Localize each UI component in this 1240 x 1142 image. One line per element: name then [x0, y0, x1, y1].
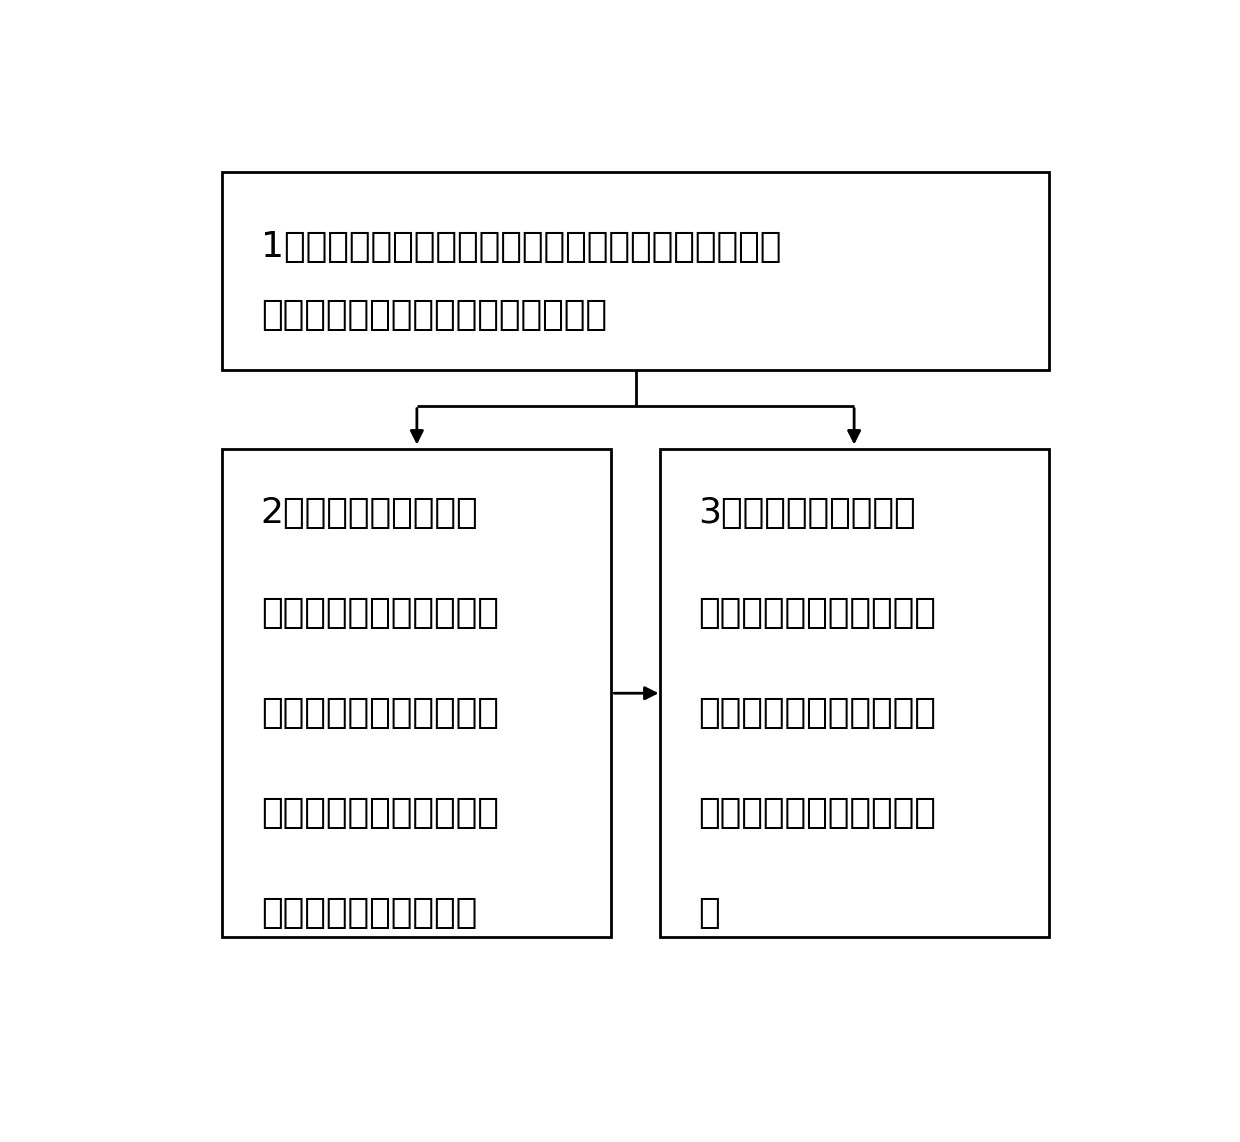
Text: 2）以网损最小为目标: 2）以网损最小为目标 [260, 496, 479, 530]
Text: ，考虑区域联络线功率等: ，考虑区域联络线功率等 [260, 596, 498, 629]
Text: 约束，结合储能充放电时: 约束，结合储能充放电时 [260, 695, 498, 730]
Bar [660, 449, 1049, 938]
Text: 1）综合考虑负荷与可再生能源发电曲线波动情况，给: 1）综合考虑负荷与可再生能源发电曲线波动情况，给 [260, 231, 781, 265]
Bar [222, 172, 1049, 370]
Text: 3）以发电费用最小为: 3）以发电费用最小为 [698, 496, 915, 530]
Text: 目标，结合储能充放电时: 目标，结合储能充放电时 [698, 596, 936, 629]
Bar [222, 449, 611, 938]
Text: 段，计算主干网调度计划: 段，计算主干网调度计划 [260, 796, 498, 830]
Text: 出各区域储能装置的充放电时段划分: 出各区域储能装置的充放电时段划分 [260, 298, 606, 331]
Text: 度: 度 [698, 895, 719, 930]
Text: 段、区域联络线功率，对: 段、区域联络线功率，对 [698, 695, 936, 730]
Text: 以及各区域联络线功率: 以及各区域联络线功率 [260, 895, 477, 930]
Text: 区域内的资源进行优化调: 区域内的资源进行优化调 [698, 796, 936, 830]
